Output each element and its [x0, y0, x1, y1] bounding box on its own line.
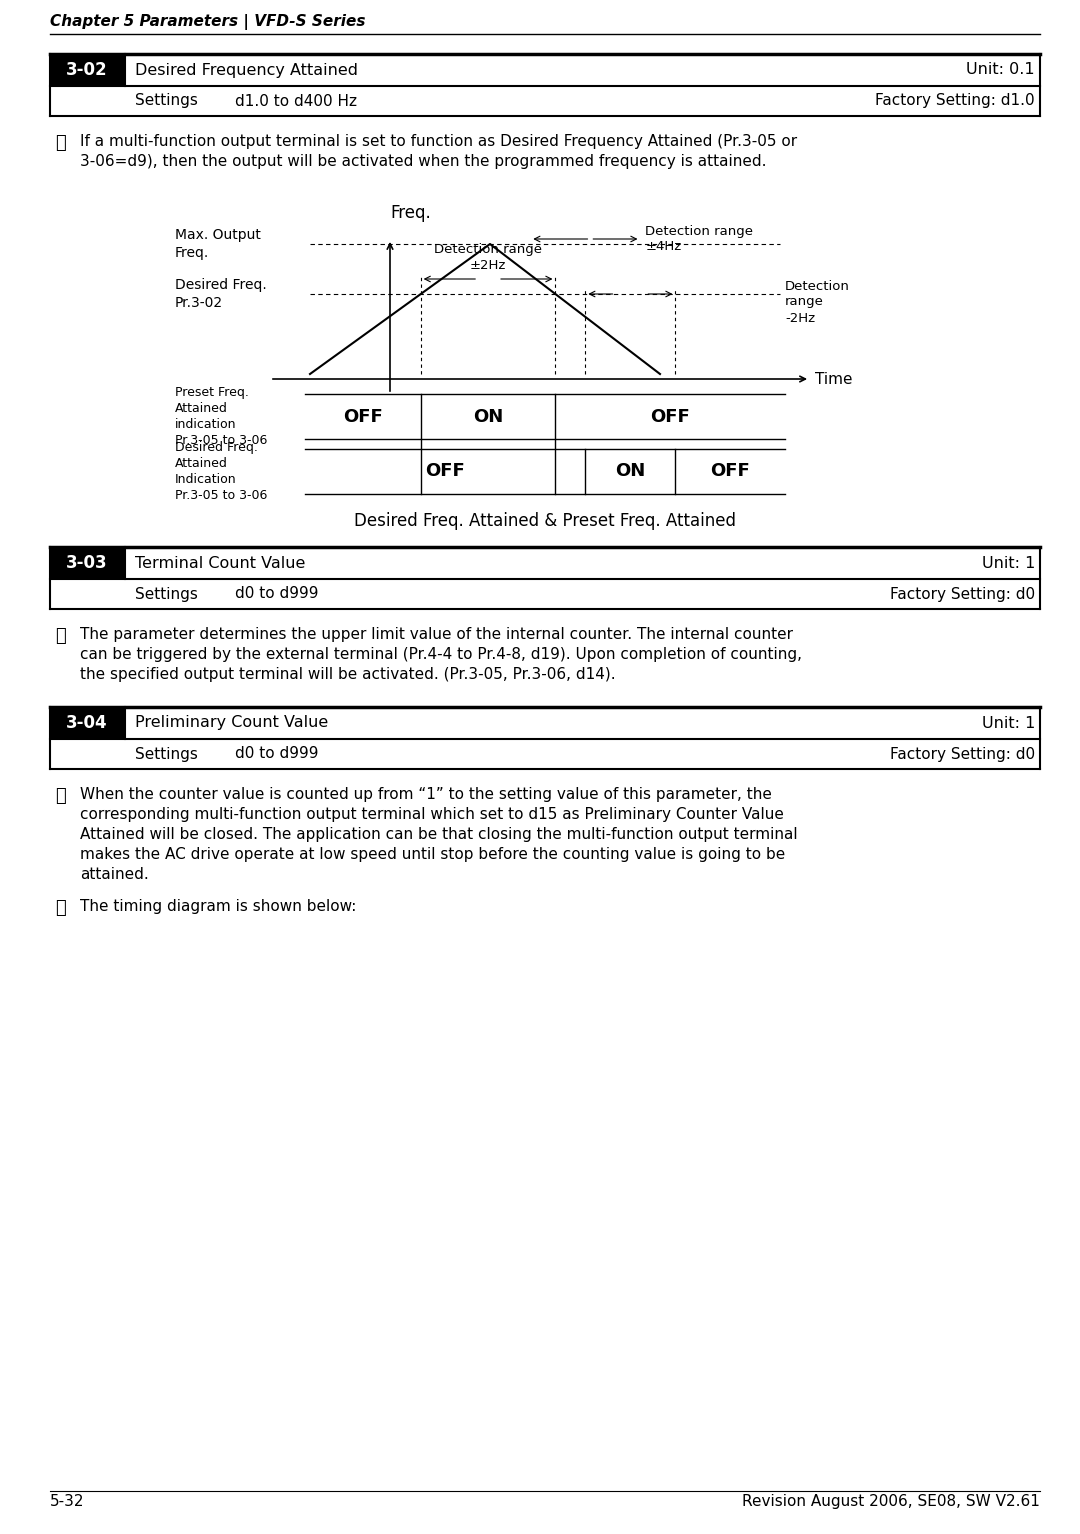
Text: Unit: 1: Unit: 1 — [982, 715, 1035, 730]
Text: Revision August 2006, SE08, SW V2.61: Revision August 2006, SE08, SW V2.61 — [742, 1494, 1040, 1509]
Text: Max. Output
Freq.: Max. Output Freq. — [175, 229, 261, 261]
Text: makes the AC drive operate at low speed until stop before the counting value is : makes the AC drive operate at low speed … — [80, 847, 785, 862]
Text: Time: Time — [815, 371, 852, 387]
Text: Ⓜ: Ⓜ — [55, 899, 66, 917]
Text: Detection range
±4Hz: Detection range ±4Hz — [646, 224, 754, 253]
Text: the specified output terminal will be activated. (Pr.3-05, Pr.3-06, d14).: the specified output terminal will be ac… — [80, 667, 616, 683]
Text: corresponding multi-function output terminal which set to d15 as Preliminary Cou: corresponding multi-function output term… — [80, 807, 784, 822]
Text: The parameter determines the upper limit value of the internal counter. The inte: The parameter determines the upper limit… — [80, 627, 793, 643]
Text: OFF: OFF — [650, 408, 690, 425]
Text: Preliminary Count Value: Preliminary Count Value — [135, 715, 328, 730]
Text: Factory Setting: d0: Factory Setting: d0 — [890, 747, 1035, 761]
Text: If a multi-function output terminal is set to function as Desired Frequency Atta: If a multi-function output terminal is s… — [80, 133, 797, 149]
Text: can be triggered by the external terminal (Pr.4-4 to Pr.4-8, d19). Upon completi: can be triggered by the external termina… — [80, 647, 802, 663]
Text: Ⓜ: Ⓜ — [55, 627, 66, 644]
Text: When the counter value is counted up from “1” to the setting value of this param: When the counter value is counted up fro… — [80, 787, 772, 802]
Text: The timing diagram is shown below:: The timing diagram is shown below: — [80, 899, 356, 914]
Text: 3-03: 3-03 — [66, 554, 108, 572]
Text: Freq.: Freq. — [390, 204, 431, 222]
Text: Desired Freq.
Pr.3-02: Desired Freq. Pr.3-02 — [175, 278, 267, 310]
Text: Terminal Count Value: Terminal Count Value — [135, 555, 306, 571]
Text: ON: ON — [473, 408, 503, 425]
Text: Factory Setting: d1.0: Factory Setting: d1.0 — [876, 94, 1035, 109]
Text: Unit: 1: Unit: 1 — [982, 555, 1035, 571]
Text: Chapter 5 Parameters | VFD-S Series: Chapter 5 Parameters | VFD-S Series — [50, 14, 365, 31]
Text: 3-02: 3-02 — [66, 61, 108, 78]
Text: d0 to d999: d0 to d999 — [235, 747, 319, 761]
Text: attained.: attained. — [80, 867, 149, 882]
Text: OFF: OFF — [426, 462, 465, 480]
Text: Detection
range
-2Hz: Detection range -2Hz — [785, 279, 850, 325]
Text: Desired Frequency Attained: Desired Frequency Attained — [135, 63, 357, 78]
Bar — [50, 54, 125, 86]
Text: 3-06=d9), then the output will be activated when the programmed frequency is att: 3-06=d9), then the output will be activa… — [80, 153, 767, 169]
Bar — [50, 548, 125, 578]
Text: d0 to d999: d0 to d999 — [235, 586, 319, 601]
Text: d1.0 to d400 Hz: d1.0 to d400 Hz — [235, 94, 357, 109]
Text: Ⓜ: Ⓜ — [55, 133, 66, 152]
Text: Preset Freq.
Attained
indication
Pr.3-05 to 3-06: Preset Freq. Attained indication Pr.3-05… — [175, 387, 268, 446]
Text: Desired Freq. Attained & Preset Freq. Attained: Desired Freq. Attained & Preset Freq. At… — [354, 512, 735, 531]
Text: OFF: OFF — [711, 462, 751, 480]
Text: Attained will be closed. The application can be that closing the multi-function : Attained will be closed. The application… — [80, 827, 798, 842]
Text: OFF: OFF — [343, 408, 382, 425]
Text: 5-32: 5-32 — [50, 1494, 84, 1509]
Text: Factory Setting: d0: Factory Setting: d0 — [890, 586, 1035, 601]
Bar — [50, 707, 125, 739]
Text: Settings: Settings — [135, 586, 198, 601]
Text: Unit: 0.1: Unit: 0.1 — [967, 63, 1035, 78]
Text: 3-04: 3-04 — [66, 713, 108, 732]
Text: Detection range
±2Hz: Detection range ±2Hz — [434, 242, 542, 272]
Text: ON: ON — [616, 462, 646, 480]
Text: Desired Freq.
Attained
Indication
Pr.3-05 to 3-06: Desired Freq. Attained Indication Pr.3-0… — [175, 440, 268, 502]
Text: Ⓜ: Ⓜ — [55, 787, 66, 805]
Text: Settings: Settings — [135, 747, 198, 761]
Text: Settings: Settings — [135, 94, 198, 109]
